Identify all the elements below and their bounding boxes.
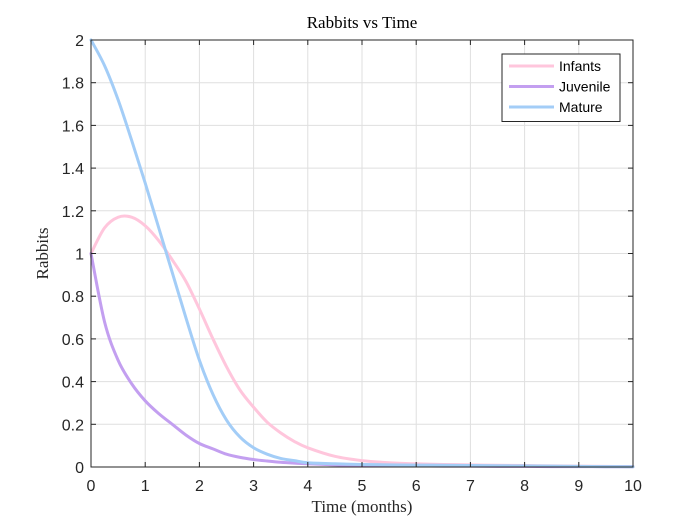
x-tick-label: 7 xyxy=(466,478,475,495)
chart-title: Rabbits vs Time xyxy=(307,13,418,32)
x-tick-label: 8 xyxy=(520,478,529,495)
y-axis-label: Rabbits xyxy=(33,228,52,280)
y-tick-label: 1.6 xyxy=(62,118,84,135)
y-tick-label: 0.4 xyxy=(62,375,84,392)
y-tick-label: 1 xyxy=(75,247,84,264)
x-tick-label: 6 xyxy=(412,478,421,495)
series-line-mature xyxy=(89,38,635,469)
x-tick-label: 9 xyxy=(574,478,583,495)
y-tick-label: 0.8 xyxy=(62,289,84,306)
y-tick-label: 1.2 xyxy=(62,204,84,221)
legend-label-infants: Infants xyxy=(559,58,601,74)
x-tick-label: 2 xyxy=(195,478,204,495)
x-axis-ticks: 0 1 2 3 4 5 6 7 8 9 10 xyxy=(87,40,642,495)
x-tick-label: 0 xyxy=(87,478,96,495)
y-tick-label: 2 xyxy=(75,33,84,50)
legend: Infants Juvenile Mature xyxy=(501,53,621,122)
legend-label-mature: Mature xyxy=(559,99,603,115)
legend-label-juvenile: Juvenile xyxy=(559,79,611,95)
x-tick-label: 5 xyxy=(358,478,367,495)
x-tick-label: 10 xyxy=(624,478,642,495)
x-axis-label: Time (months) xyxy=(312,497,413,516)
y-tick-label: 1.4 xyxy=(62,161,84,178)
y-tick-label: 0.2 xyxy=(62,417,84,434)
series-lines xyxy=(89,38,635,469)
x-tick-label: 3 xyxy=(249,478,258,495)
y-axis-ticks: 0 0.2 0.4 0.6 0.8 1 1.2 1.4 1.6 1.8 2 xyxy=(62,33,633,477)
y-tick-label: 0 xyxy=(75,460,84,477)
y-tick-label: 1.8 xyxy=(62,76,84,93)
y-tick-label: 0.6 xyxy=(62,332,84,349)
x-tick-label: 4 xyxy=(303,478,312,495)
x-tick-label: 1 xyxy=(141,478,150,495)
